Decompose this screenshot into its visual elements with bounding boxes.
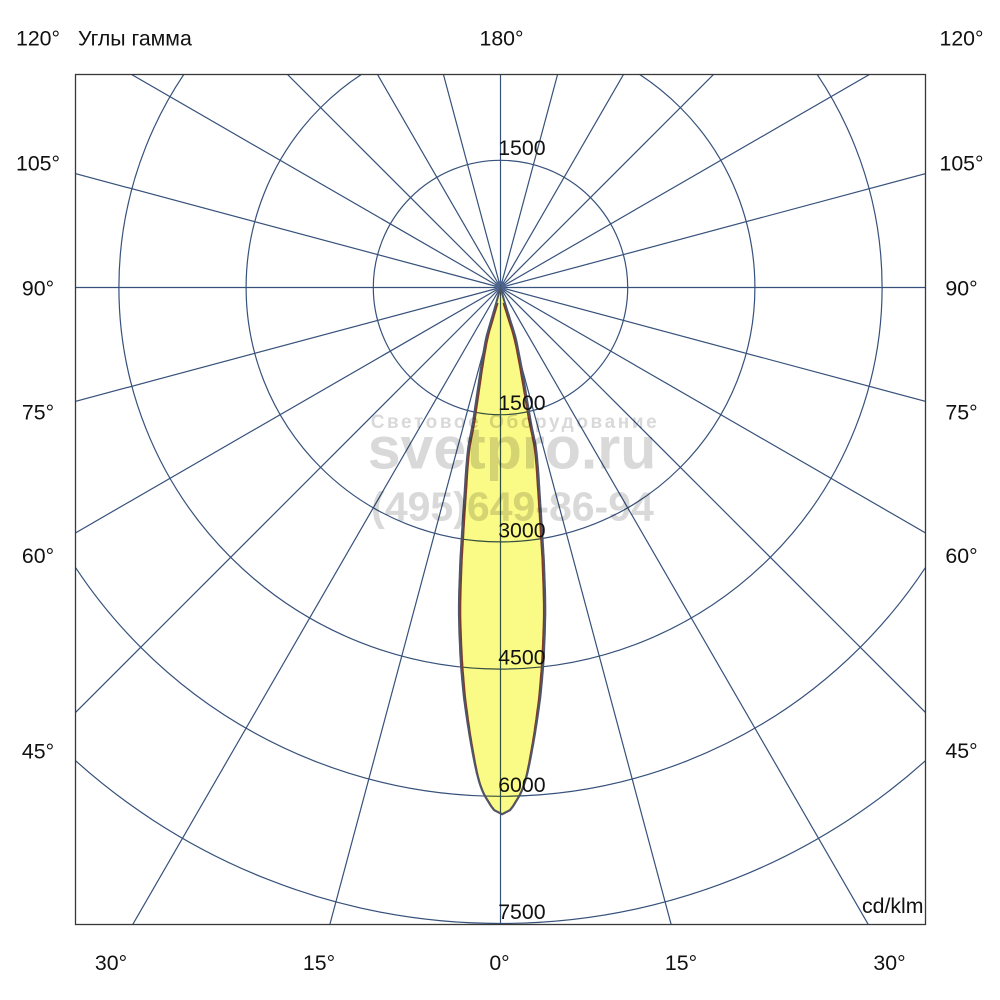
svg-text:120°: 120° [16,27,60,51]
svg-text:45°: 45° [22,740,54,764]
svg-text:1500: 1500 [498,136,546,160]
svg-text:0°: 0° [489,951,509,975]
svg-text:180°: 180° [479,27,523,51]
svg-text:Световое Оборудование: Световое Оборудование [371,412,660,433]
svg-text:105°: 105° [16,152,60,176]
svg-text:7500: 7500 [498,900,546,924]
svg-text:45°: 45° [945,739,977,763]
svg-text:30°: 30° [95,951,127,975]
svg-text:15°: 15° [303,951,335,975]
svg-text:4500: 4500 [498,646,546,670]
svg-text:Углы гамма: Углы гамма [78,27,192,51]
svg-text:90°: 90° [945,277,977,301]
svg-text:75°: 75° [22,401,54,425]
svg-text:60°: 60° [945,544,977,568]
svg-text:30°: 30° [873,951,905,975]
svg-text:105°: 105° [939,152,983,176]
svg-text:(495)649-86-94: (495)649-86-94 [371,484,654,530]
svg-text:svetpro.ru: svetpro.ru [368,416,657,482]
svg-text:cd/klm: cd/klm [862,894,924,918]
svg-text:75°: 75° [945,401,977,425]
svg-text:90°: 90° [22,277,54,301]
svg-text:120°: 120° [939,27,983,51]
svg-text:60°: 60° [22,544,54,568]
svg-text:1500: 1500 [498,391,546,415]
svg-text:3000: 3000 [498,518,546,542]
svg-text:15°: 15° [665,951,697,975]
svg-text:6000: 6000 [498,773,546,797]
